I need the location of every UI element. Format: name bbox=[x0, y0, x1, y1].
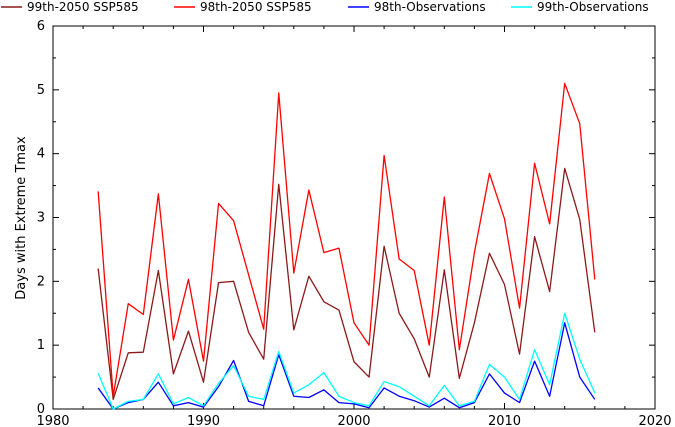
y-axis-title: Days with Extreme Tmax bbox=[14, 136, 29, 300]
y-axis: 0 1 2 3 4 5 6 bbox=[37, 19, 655, 417]
y-tick-label: 1 bbox=[37, 338, 45, 353]
series-line-4 bbox=[97, 312, 596, 410]
legend-label: 99th-2050 SSP585 bbox=[27, 0, 139, 14]
x-tick-label: 1980 bbox=[36, 414, 69, 427]
series-lines bbox=[97, 82, 596, 410]
series-line-1 bbox=[97, 167, 596, 401]
x-tick-label: 2010 bbox=[488, 414, 521, 427]
legend-label: 99th-Observations bbox=[537, 0, 649, 14]
x-tick-label: 2000 bbox=[337, 414, 370, 427]
x-axis: 1980 1990 2000 2010 2020 bbox=[36, 26, 672, 427]
y-tick-label: 2 bbox=[37, 274, 45, 289]
x-tick-label: 1990 bbox=[187, 414, 220, 427]
y-tick-label: 4 bbox=[37, 147, 45, 162]
series-line-2 bbox=[97, 82, 596, 397]
legend-label: 98th-2050 SSP585 bbox=[200, 0, 312, 14]
y-tick-label: 5 bbox=[37, 83, 45, 98]
series-line-3 bbox=[97, 322, 596, 410]
legend-label: 98th-Observations bbox=[374, 0, 486, 14]
legend: 99th-2050 SSP585 98th-2050 SSP585 98th-Obs… bbox=[1, 0, 649, 14]
y-tick-label: 0 bbox=[37, 402, 45, 417]
x-tick-label: 2020 bbox=[638, 414, 671, 427]
y-tick-label: 3 bbox=[37, 211, 45, 226]
y-tick-label: 6 bbox=[37, 19, 45, 34]
